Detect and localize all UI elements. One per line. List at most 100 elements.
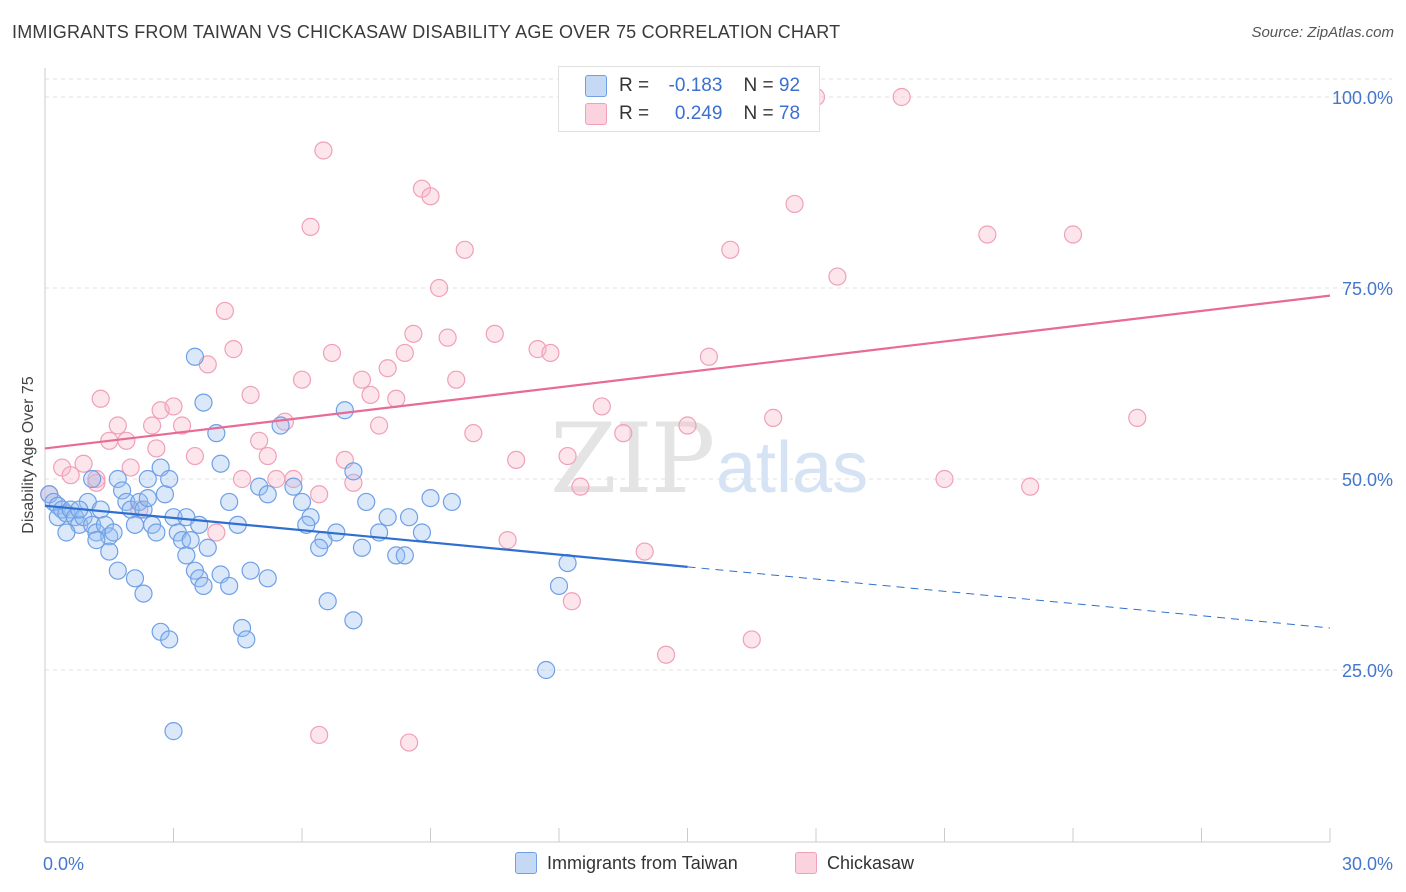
chickasaw-point (87, 469, 106, 489)
chickasaw-point (301, 217, 320, 236)
chickasaw-point (614, 424, 633, 443)
chickasaw-point (250, 431, 269, 450)
chickasaw-point (464, 424, 483, 443)
legend-item-taiwan[interactable]: Immigrants from Taiwan (515, 852, 738, 874)
source-label: Source: ZipAtlas.com (1251, 24, 1394, 41)
taiwan-point (87, 531, 106, 550)
chickasaw-point (828, 267, 847, 286)
bottom-legend: Immigrants from Taiwan Chickasaw (0, 852, 1406, 878)
taiwan-point (284, 477, 303, 496)
taiwan-point (292, 492, 312, 512)
taiwan-point (310, 538, 329, 557)
chickasaw-point (314, 141, 333, 160)
taiwan-point (335, 401, 354, 420)
taiwan-trend-line (44, 504, 688, 568)
legend-label-chickasaw: Chickasaw (827, 852, 915, 873)
taiwan-point (258, 569, 277, 588)
taiwan-trend-extension (687, 566, 1331, 629)
taiwan-point (378, 508, 397, 527)
chickasaw-point (571, 477, 590, 496)
chickasaw-swatch (585, 103, 607, 125)
chickasaw-point (592, 397, 611, 416)
chickasaw-point (404, 324, 423, 343)
chickasaw-point (395, 343, 414, 363)
taiwan-point (241, 561, 260, 580)
chickasaw-point (117, 431, 136, 450)
chickasaw-point (1063, 225, 1083, 244)
taiwan-point (549, 576, 569, 596)
taiwan-point (198, 538, 217, 557)
chickasaw-point (370, 416, 389, 435)
chickasaw-point (562, 592, 581, 611)
chickasaw-point (207, 523, 226, 542)
taiwan-point (134, 584, 153, 603)
chickasaw-point (429, 278, 449, 298)
chickasaw-point (764, 408, 783, 427)
chickasaw-point (935, 469, 954, 489)
n-label: N = (743, 75, 774, 96)
chickasaw-point (147, 439, 166, 458)
taiwan-point (220, 576, 239, 596)
chickasaw-point (61, 466, 80, 485)
legend-item-chickasaw[interactable]: Chickasaw (795, 852, 914, 874)
chickasaw-point (387, 389, 406, 408)
chickasaw-point (455, 240, 474, 259)
chickasaw-point (361, 385, 380, 405)
chickasaw-point (241, 385, 260, 405)
chickasaw-point (1021, 477, 1040, 496)
taiwan-point (138, 469, 157, 489)
x-tick-label: 30.0% (1342, 854, 1393, 874)
r-value: -0.183 (668, 75, 723, 96)
chickasaw-point (447, 370, 466, 389)
taiwan-point (83, 469, 102, 489)
taiwan-point (344, 611, 363, 630)
taiwan-point (57, 523, 76, 542)
chickasaw-point (91, 389, 110, 408)
taiwan-point (318, 592, 337, 611)
chickasaw-point (172, 416, 192, 435)
chart-title: IMMIGRANTS FROM TAIWAN VS CHICKASAW DISA… (12, 22, 841, 42)
legend-label-taiwan: Immigrants from Taiwan (547, 852, 738, 873)
chickasaw-trend-line (44, 294, 1331, 450)
chickasaw-point (721, 240, 740, 259)
taiwan-point (344, 462, 363, 481)
chickasaw-point (507, 450, 526, 469)
taiwan-point (352, 538, 372, 557)
taiwan-point (395, 546, 414, 565)
chickasaw-point (485, 324, 504, 343)
chickasaw-point (310, 485, 329, 504)
chickasaw-point (352, 370, 372, 389)
taiwan-point (232, 618, 252, 638)
taiwan-point (237, 630, 256, 649)
grid-lines (45, 78, 1392, 671)
taiwan-point (147, 523, 166, 542)
chickasaw-point (267, 469, 286, 489)
y-tick-label: 25.0% (1342, 661, 1393, 681)
chickasaw-point (121, 458, 140, 477)
taiwan-point (211, 454, 230, 473)
r-value: 0.249 (674, 103, 723, 124)
taiwan-point (160, 469, 179, 489)
chickasaw-point (635, 542, 654, 561)
chickasaw-point (678, 416, 697, 435)
chickasaw-point (378, 359, 397, 378)
y-tick-label: 50.0% (1342, 470, 1393, 490)
chickasaw-point (164, 397, 183, 416)
chickasaw-point (656, 645, 676, 664)
chickasaw-point (142, 416, 162, 435)
chickasaw-point (541, 343, 560, 363)
taiwan-point (160, 630, 179, 649)
taiwan-point (108, 469, 127, 489)
taiwan-swatch (585, 75, 607, 97)
chickasaw-point (322, 343, 342, 363)
chickasaw-point (978, 225, 997, 244)
taiwan-swatch (515, 852, 537, 874)
stats-row-taiwan: R = -0.183 N = 92 (585, 75, 800, 97)
chickasaw-point (232, 469, 252, 489)
n-label: N = (743, 103, 774, 124)
y-tick-label: 75.0% (1342, 279, 1393, 299)
chickasaw-point (1128, 408, 1147, 427)
taiwan-point (100, 542, 119, 561)
stats-legend: R = -0.183 N = 92 R = 0.249 N = 78 (558, 66, 820, 132)
taiwan-point (220, 492, 239, 512)
